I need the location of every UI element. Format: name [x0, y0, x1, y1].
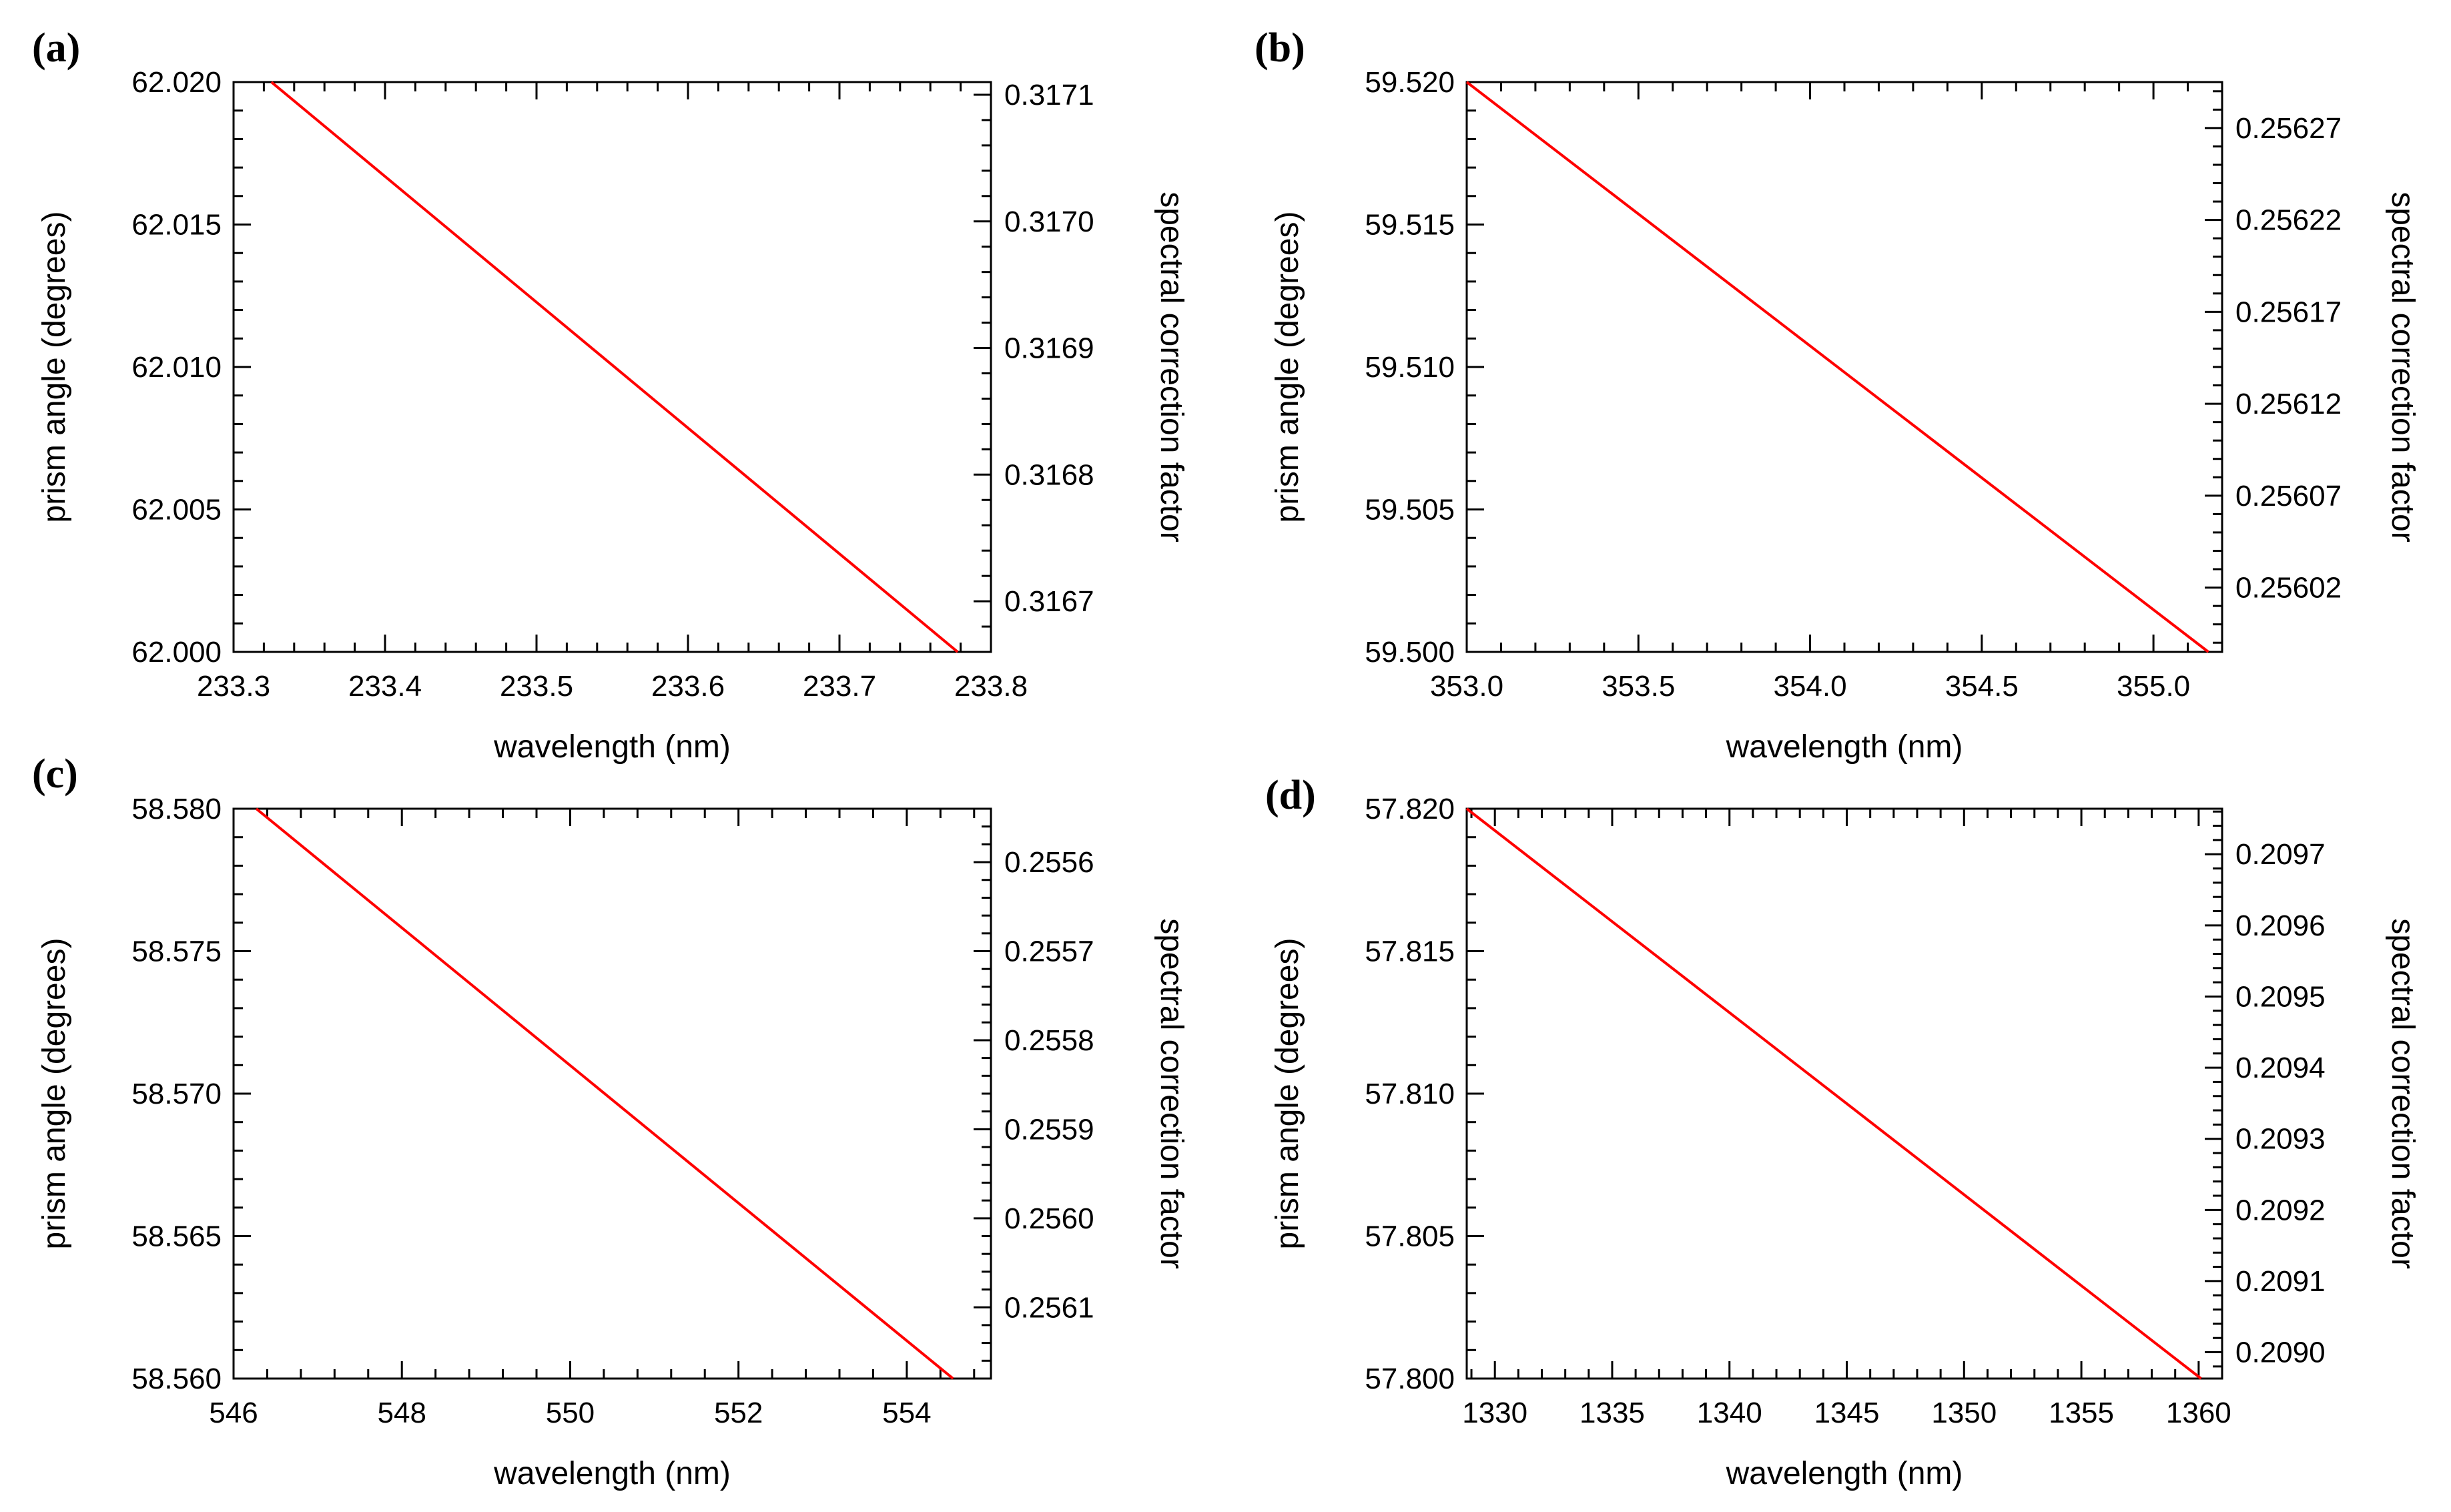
chart-panel-c: 546 548 550 552 554 58.560 58.565 58.570 58.575 5…: [32, 751, 1189, 1491]
y2-tick-label: 0.25602: [2235, 572, 2342, 605]
y2-tick-label: 0.25607: [2235, 480, 2342, 512]
y2-axis-label: spectral correction factor: [2385, 918, 2420, 1269]
y2-tick-label: 0.3169: [1004, 332, 1094, 365]
y-tick-label: 58.570: [131, 1078, 222, 1110]
panel-label: (a): [32, 25, 80, 71]
x-tick-label: 546: [209, 1397, 258, 1429]
y2-tick-label: 0.2557: [1004, 935, 1094, 968]
plot-frame: [232, 807, 992, 1380]
y2-tick-label: 0.3170: [1004, 206, 1094, 238]
y-tick-label: 57.820: [1365, 793, 1455, 825]
y-axis-label: prism angle (degrees): [1270, 212, 1305, 523]
y-tick-label: 58.575: [131, 935, 222, 968]
chart-panel-a: 233.3 233.4 233.5 233.6 233.7 233.8 62.000 62.0…: [32, 25, 1189, 765]
y2-tick-label: 0.3171: [1004, 79, 1094, 111]
data-line: [270, 81, 959, 653]
y2-axis-label: spectral correction factor: [1154, 918, 1189, 1269]
y-tick-label: 62.010: [131, 351, 222, 384]
x-tick-label: 552: [714, 1397, 763, 1429]
y2-tick-label: 0.3168: [1004, 458, 1094, 491]
y2-tick-label: 0.2559: [1004, 1113, 1094, 1146]
x-tick-label: 233.4: [348, 670, 422, 703]
x-axis-label: wavelength (nm): [493, 729, 731, 765]
y-tick-label: 62.020: [131, 66, 222, 99]
x-tick-label: 554: [882, 1397, 931, 1429]
y2-tick-label: 0.25617: [2235, 296, 2342, 328]
y2-tick-label: 0.3167: [1004, 585, 1094, 618]
y-tick-label: 57.815: [1365, 935, 1455, 968]
y-axis-label: prism angle (degrees): [1270, 938, 1305, 1250]
x-tick-label: 1350: [1931, 1397, 1997, 1429]
x-tick-label: 548: [378, 1397, 426, 1429]
x-tick-label: 354.5: [1945, 670, 2019, 703]
y-tick-label: 57.810: [1365, 1078, 1455, 1110]
y2-tick-label: 0.2561: [1004, 1291, 1094, 1324]
x-tick-label: 1360: [2166, 1397, 2231, 1429]
y-tick-label: 62.015: [131, 209, 222, 242]
y2-tick-label: 0.2094: [2235, 1052, 2326, 1084]
y-tick-label: 57.800: [1365, 1363, 1455, 1395]
x-tick-label: 353.5: [1602, 670, 1675, 703]
data-line: [1465, 81, 2209, 653]
x-axis-label: wavelength (nm): [1726, 729, 1963, 765]
x-tick-label: 550: [546, 1397, 595, 1429]
x-axis-label: wavelength (nm): [1726, 1456, 1963, 1491]
data-line: [255, 807, 954, 1380]
x-axis-label: wavelength (nm): [493, 1456, 731, 1491]
x-tick-label: 233.3: [197, 670, 270, 703]
y2-tick-label: 0.2093: [2235, 1123, 2326, 1156]
plot-frame: [1465, 807, 2223, 1380]
x-tick-label: 354.0: [1773, 670, 1846, 703]
x-tick-label: 1330: [1462, 1397, 1527, 1429]
y-tick-label: 62.000: [131, 636, 222, 669]
y-tick-label: 58.565: [131, 1220, 222, 1253]
y-tick-label: 59.520: [1365, 66, 1455, 99]
y2-tick-label: 0.2092: [2235, 1194, 2326, 1226]
y2-axis-label: spectral correction factor: [2385, 192, 2420, 542]
y2-tick-label: 0.2095: [2235, 980, 2326, 1013]
y2-tick-label: 0.25622: [2235, 204, 2342, 237]
y-axis-label: prism angle (degrees): [37, 938, 72, 1250]
y-tick-label: 58.580: [131, 793, 222, 825]
y-tick-label: 59.510: [1365, 351, 1455, 384]
y-tick-label: 58.560: [131, 1363, 222, 1395]
chart-panel-b: 353.0 353.5 354.0 354.5 355.0 59.500 59.505 59.…: [1255, 25, 2420, 765]
x-tick-label: 233.8: [954, 670, 1028, 703]
y-tick-label: 62.005: [131, 494, 222, 526]
data-line: [1465, 807, 2202, 1380]
y2-tick-label: 0.2556: [1004, 846, 1094, 879]
x-tick-label: 1345: [1814, 1397, 1880, 1429]
y2-tick-label: 0.25612: [2235, 388, 2342, 420]
y-axis-label: prism angle (degrees): [37, 212, 72, 523]
y-tick-label: 57.805: [1365, 1220, 1455, 1253]
panel-label: (b): [1255, 25, 1305, 71]
y2-tick-label: 0.2096: [2235, 909, 2326, 942]
y2-tick-label: 0.2558: [1004, 1024, 1094, 1057]
x-tick-label: 353.0: [1430, 670, 1503, 703]
y2-tick-label: 0.2560: [1004, 1202, 1094, 1235]
y2-tick-label: 0.2091: [2235, 1265, 2326, 1298]
panel-label: (d): [1265, 773, 1316, 818]
y2-axis-label: spectral correction factor: [1154, 192, 1189, 542]
y-tick-label: 59.505: [1365, 494, 1455, 526]
y-tick-label: 59.515: [1365, 209, 1455, 242]
x-tick-label: 233.7: [803, 670, 876, 703]
x-tick-label: 355.0: [2117, 670, 2190, 703]
plot-frame: [232, 81, 992, 653]
x-tick-label: 233.5: [500, 670, 573, 703]
x-tick-label: 1335: [1580, 1397, 1645, 1429]
x-tick-label: 1340: [1697, 1397, 1762, 1429]
panel-label: (c): [32, 751, 78, 797]
chart-panel-d: 1330 1335 1340 1345 1350 1355 1360 57.800 57.805…: [1265, 773, 2420, 1491]
y2-tick-label: 0.2097: [2235, 838, 2326, 871]
x-tick-label: 1355: [2049, 1397, 2114, 1429]
y-tick-label: 59.500: [1365, 636, 1455, 669]
y2-tick-label: 0.2090: [2235, 1337, 2326, 1369]
x-tick-label: 233.6: [651, 670, 725, 703]
y2-tick-label: 0.25627: [2235, 112, 2342, 145]
